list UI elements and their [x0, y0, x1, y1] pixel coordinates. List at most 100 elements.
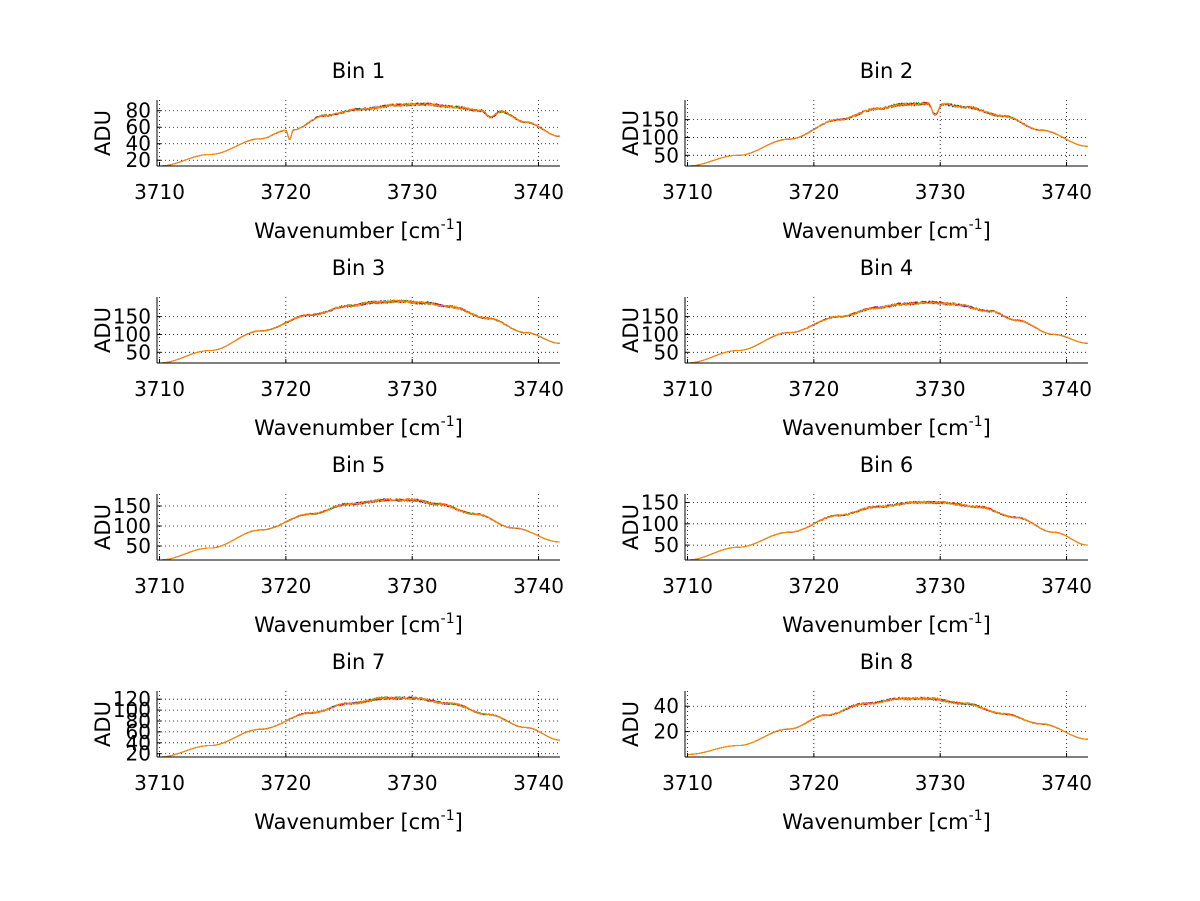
x-axis-label-main: Wavenumber [cm [254, 416, 440, 440]
chart-title: Bin 4 [860, 256, 914, 280]
x-tick-label: 3710 [662, 574, 713, 598]
y-tick-label: 150 [113, 305, 151, 329]
y-tick-label: 20 [126, 148, 151, 172]
x-tick-label: 3710 [662, 180, 713, 204]
y-tick-label: 100 [113, 322, 151, 346]
x-axis-label-sup: -1 [441, 414, 455, 430]
y-axis-label: ADU [91, 110, 115, 156]
spectrum-line [687, 300, 1089, 364]
y-tick-label: 60 [126, 115, 151, 139]
x-tick-label: 3740 [513, 574, 564, 598]
x-tick-label: 3730 [387, 574, 438, 598]
y-tick-label: 100 [641, 322, 679, 346]
x-axis-label-end: ] [455, 810, 463, 834]
x-axis-label-main: Wavenumber [cm [782, 613, 968, 637]
y-tick-label: 50 [126, 340, 151, 364]
x-axis-label-end: ] [983, 810, 991, 834]
y-tick-label: 100 [113, 514, 151, 538]
x-tick-label: 3710 [662, 771, 713, 795]
x-tick-label: 3720 [260, 180, 311, 204]
y-tick-label: 40 [654, 694, 679, 718]
x-tick-label: 3720 [788, 574, 839, 598]
chart-title: Bin 7 [332, 650, 386, 674]
x-tick-label: 3740 [513, 180, 564, 204]
x-tick-label: 3730 [915, 377, 966, 401]
y-tick-label: 80 [126, 709, 151, 733]
x-tick-label: 3710 [134, 180, 185, 204]
x-tick-label: 3720 [260, 574, 311, 598]
x-tick-label: 3730 [387, 377, 438, 401]
x-axis-label-sup: -1 [441, 217, 455, 233]
y-tick-label: 50 [126, 534, 151, 558]
x-axis-label: Wavenumber [cm-1] [782, 611, 991, 637]
y-tick-label: 150 [641, 491, 679, 515]
y-tick-label: 50 [654, 340, 679, 364]
x-axis-label: Wavenumber [cm-1] [782, 217, 991, 243]
x-tick-label: 3740 [1041, 574, 1092, 598]
x-axis-label-main: Wavenumber [cm [254, 613, 440, 637]
x-axis-label-end: ] [455, 416, 463, 440]
x-tick-label: 3720 [260, 771, 311, 795]
x-tick-label: 3710 [134, 377, 185, 401]
x-tick-label: 3720 [260, 377, 311, 401]
x-axis-label: Wavenumber [cm-1] [254, 611, 463, 637]
x-axis-label-end: ] [983, 219, 991, 243]
x-tick-label: 3730 [387, 771, 438, 795]
x-axis-label-main: Wavenumber [cm [782, 416, 968, 440]
y-tick-label: 20 [126, 742, 151, 766]
y-tick-label: 150 [641, 305, 679, 329]
x-axis-label-main: Wavenumber [cm [254, 219, 440, 243]
y-tick-label: 20 [654, 720, 679, 744]
x-tick-label: 3740 [1041, 377, 1092, 401]
x-tick-label: 3740 [513, 377, 564, 401]
x-tick-label: 3720 [788, 771, 839, 795]
x-axis-label-sup: -1 [969, 611, 983, 627]
x-axis-label: Wavenumber [cm-1] [782, 808, 991, 834]
x-tick-label: 3740 [513, 771, 564, 795]
chart-title: Bin 8 [860, 650, 914, 674]
x-tick-label: 3730 [915, 771, 966, 795]
x-tick-label: 3740 [1041, 180, 1092, 204]
x-tick-label: 3720 [788, 377, 839, 401]
x-tick-label: 3720 [788, 180, 839, 204]
x-tick-label: 3730 [915, 180, 966, 204]
y-axis-label: ADU [619, 110, 643, 156]
y-tick-label: 100 [113, 698, 151, 722]
x-axis-label: Wavenumber [cm-1] [254, 808, 463, 834]
x-axis-label-main: Wavenumber [cm [782, 810, 968, 834]
spectrum-line [159, 298, 561, 364]
spectrum-line [159, 497, 561, 561]
chart-title: Bin 2 [860, 59, 914, 83]
x-axis-label-end: ] [455, 613, 463, 637]
x-axis-label: Wavenumber [cm-1] [782, 414, 991, 440]
y-axis-label: ADU [619, 307, 643, 353]
spectrum-line [687, 499, 1089, 561]
spectrum-line [687, 101, 1088, 167]
x-axis-label-main: Wavenumber [cm [254, 810, 440, 834]
spectrum-line [687, 696, 1089, 756]
x-axis-label-end: ] [983, 613, 991, 637]
chart-title: Bin 1 [332, 59, 386, 83]
chart-title: Bin 6 [860, 453, 914, 477]
chart-title: Bin 5 [332, 453, 386, 477]
y-tick-label: 80 [126, 99, 151, 123]
x-axis-label-main: Wavenumber [cm [782, 219, 968, 243]
x-axis-label-end: ] [983, 416, 991, 440]
y-axis-label: ADU [619, 701, 643, 747]
y-tick-label: 150 [113, 494, 151, 518]
spectrum-line [159, 695, 560, 758]
x-axis-label-sup: -1 [441, 611, 455, 627]
x-axis-label: Wavenumber [cm-1] [254, 414, 463, 440]
y-tick-label: 50 [654, 143, 679, 167]
y-tick-label: 40 [126, 132, 151, 156]
x-axis-label-sup: -1 [441, 808, 455, 824]
